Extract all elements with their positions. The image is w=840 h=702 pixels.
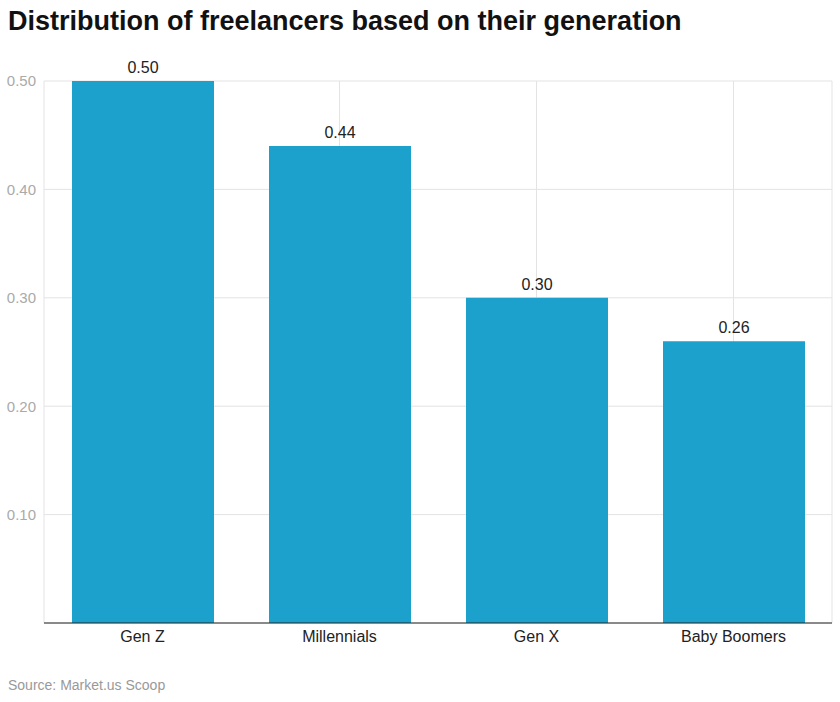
html-text:Source: Market.us Scoop: Source: Market.us Scoop [8, 677, 166, 693]
svg-text:0.30: 0.30 [8, 289, 36, 306]
svg-text:0.40: 0.40 [8, 181, 36, 198]
svg-text:Gen Z: Gen Z [120, 628, 165, 645]
svg-text:Gen X: Gen X [514, 628, 560, 645]
svg-text:0.50: 0.50 [8, 72, 36, 89]
svg-text:0.44: 0.44 [324, 124, 355, 141]
svg-text:0.50: 0.50 [127, 59, 158, 76]
svg-text:0.26: 0.26 [718, 319, 749, 336]
html-text:Distribution of freelancers ba: Distribution of freelancers based on the… [8, 6, 682, 36]
svg-text:Baby Boomers: Baby Boomers [681, 628, 786, 645]
svg-text:Millennials: Millennials [302, 628, 377, 645]
svg-text:0.20: 0.20 [8, 398, 36, 415]
svg-text:0.30: 0.30 [521, 276, 552, 293]
svg-text:0.10: 0.10 [8, 506, 36, 523]
